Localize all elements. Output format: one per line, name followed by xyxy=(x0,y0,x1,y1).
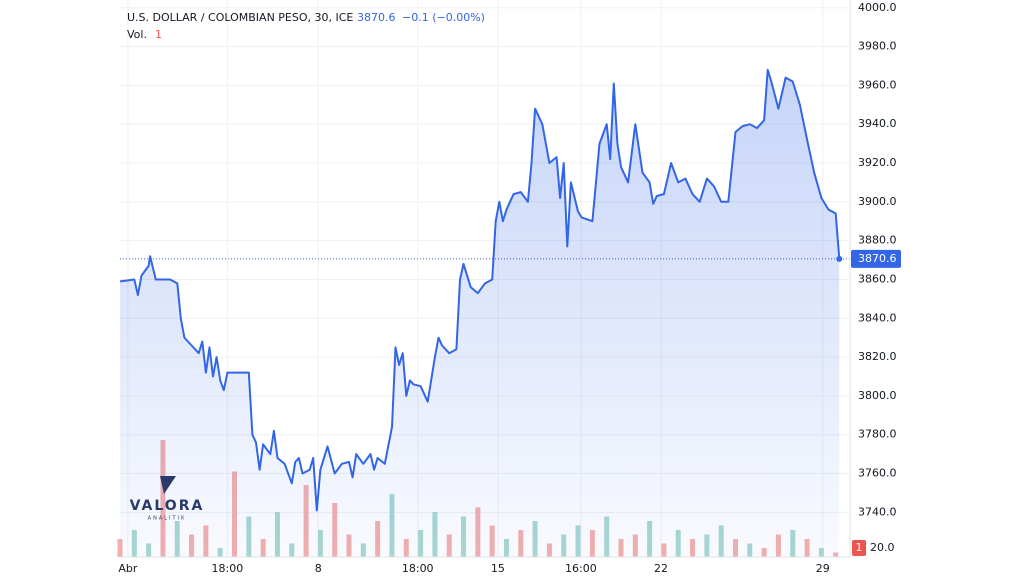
watermark: VALORA ANALITIK xyxy=(130,476,205,522)
chart-title: U.S. DOLLAR / COLOMBIAN PESO, 30, ICE xyxy=(127,11,353,24)
logo xyxy=(160,476,176,494)
price-badge xyxy=(851,249,901,268)
x-tick-label: 8 xyxy=(315,562,322,575)
y-tick-label: 3840.0 xyxy=(858,311,897,324)
volume-badge-label: 1 xyxy=(856,541,863,554)
x-tick-label: 15 xyxy=(491,562,505,575)
volume-value: 1 xyxy=(155,28,162,41)
x-tick-label: 22 xyxy=(654,562,668,575)
y-tick-label: 4000.0 xyxy=(858,1,897,14)
y-tick-label: 3860.0 xyxy=(858,272,897,285)
x-tick-label: 16:00 xyxy=(565,562,597,575)
price-line xyxy=(119,68,841,512)
volume-tick-label: 20.0 xyxy=(870,541,895,554)
y-tick-label: 3980.0 xyxy=(858,40,897,53)
y-tick-label: 3740.0 xyxy=(858,505,897,518)
x-tick-label: 29 xyxy=(816,562,830,575)
x-tick-label: Abr xyxy=(118,562,138,575)
y-tick-label: 3800.0 xyxy=(858,389,897,402)
volume-title: Vol. xyxy=(127,28,147,41)
y-tick-label: 3920.0 xyxy=(858,156,897,169)
y-tick-label: 3760.0 xyxy=(858,467,897,480)
watermark-sub: ANALITIK xyxy=(148,516,187,522)
last-price: 3870.6 xyxy=(357,11,396,24)
last-point xyxy=(836,255,843,262)
y-tick-label: 3780.0 xyxy=(858,428,897,441)
x-tick-label: 18:00 xyxy=(402,562,434,575)
price-change: −0.1 (−0.00%) xyxy=(402,11,485,24)
area xyxy=(120,69,840,558)
watermark-name: VALORA xyxy=(130,498,205,514)
price-badge-label: 3870.6 xyxy=(858,252,897,265)
y-tick-label: 3820.0 xyxy=(858,350,897,363)
y-tick-label: 3900.0 xyxy=(858,195,897,208)
axes: 3740.0 3760.0 3780.0 3800.0 3820.0 3840.0 3860… xyxy=(118,1,901,575)
y-tick-label: 3880.0 xyxy=(858,234,897,247)
plot xyxy=(119,68,850,558)
volume-badge xyxy=(852,540,866,556)
y-tick-label: 3960.0 xyxy=(858,78,897,91)
y-tick-label: 3940.0 xyxy=(858,117,897,130)
x-tick-label: 18:00 xyxy=(212,562,244,575)
